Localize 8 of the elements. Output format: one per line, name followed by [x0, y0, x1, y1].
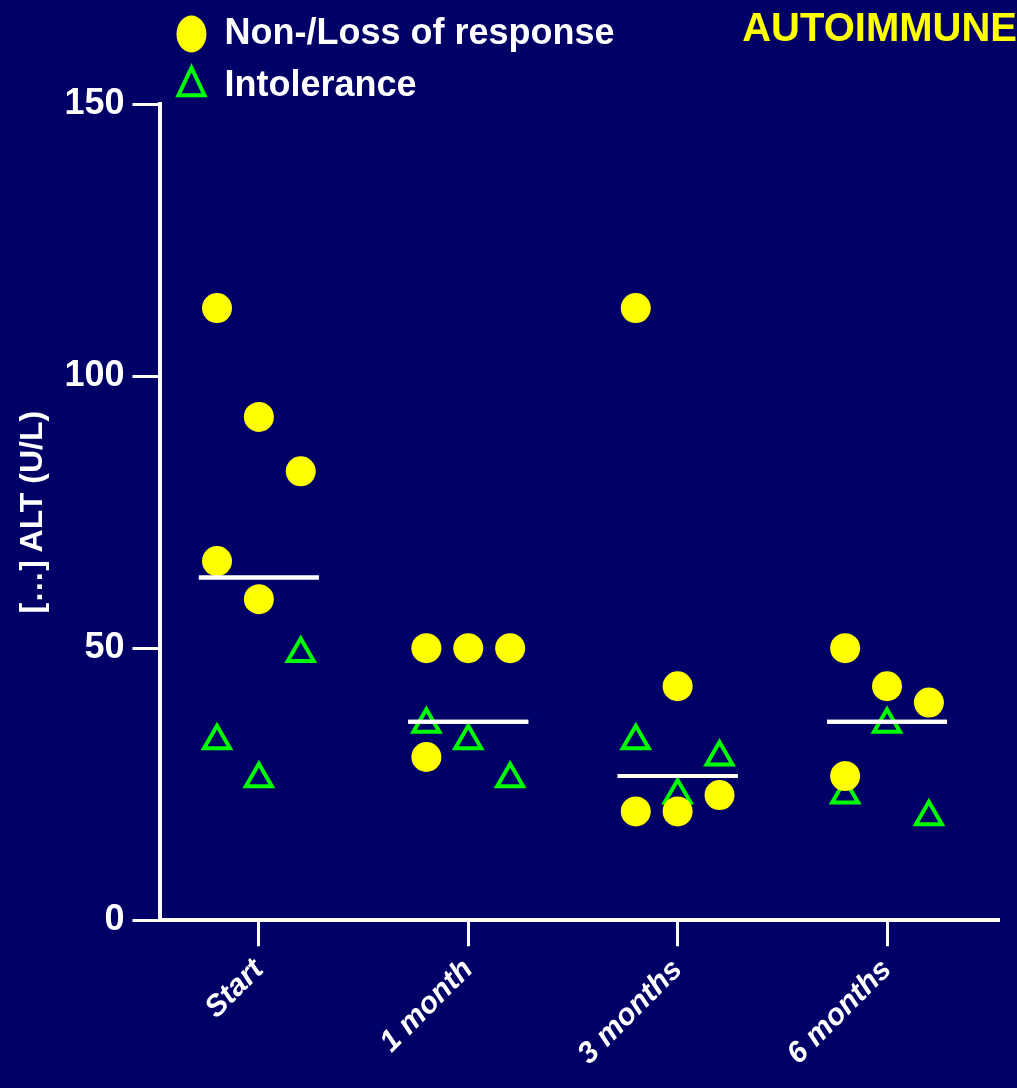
chart-title: AUTOIMMUNE [742, 5, 1017, 50]
legend-label: Intolerance [224, 62, 417, 104]
y-tick-label: 100 [64, 353, 125, 395]
y-tick-label: 50 [84, 625, 125, 667]
y-axis-title: […] ALT (U/L) [13, 410, 50, 614]
y-tick-label: 150 [64, 80, 125, 122]
y-tick-label: 0 [104, 897, 125, 939]
legend-label: Non-/Loss of response [224, 10, 615, 52]
